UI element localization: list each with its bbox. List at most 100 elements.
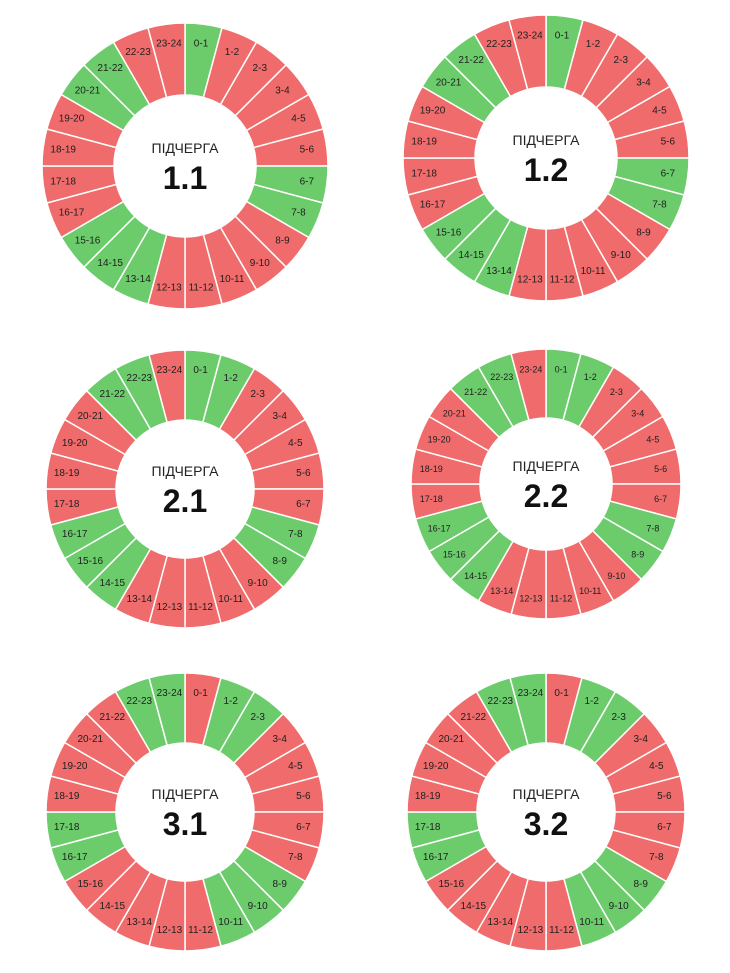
hour-label: 10-11 [579,917,604,928]
hour-label: 20-21 [77,411,103,422]
hour-label: 9-10 [609,901,629,912]
hour-label: 15-16 [77,556,103,567]
hour-label: 3-4 [633,734,648,745]
queue-caption: ПІДЧЕРГА [513,458,581,474]
hour-label: 23-24 [517,31,543,42]
hour-segment-23-24-power-on [509,672,547,747]
hour-label: 23-24 [157,688,183,699]
hour-label: 22-23 [127,696,153,707]
queue-wheel-2-2: 0-1 1-2 2-3 3-4 4-5 5-6 6-7 7-8 8-9 9-10 10-11 11-1… [410,348,682,620]
hour-label: 14-15 [100,578,126,589]
hour-label: 11-12 [550,594,572,604]
queue-number: 1.2 [524,152,568,188]
hour-segment-23-24-power-off [510,348,547,422]
queue-wheel-3-1: 0-1 1-2 2-3 3-4 4-5 5-6 6-7 7-8 8-9 9-10 10-11 11-1… [45,672,325,952]
hour-label: 15-16 [77,879,103,890]
hour-label: 11-12 [188,925,213,936]
queue-number: 2.2 [524,478,568,514]
queue-caption: ПІДЧЕРГА [513,132,581,148]
hour-label: 13-14 [488,917,514,928]
hour-label: 21-22 [464,387,487,397]
hour-label: 0-1 [193,688,208,699]
hour-label: 20-21 [443,409,466,419]
hour-label: 16-17 [420,200,446,211]
hour-label: 13-14 [127,594,153,605]
hour-label: 17-18 [50,177,76,188]
hour-label: 7-8 [649,852,664,863]
hour-label: 2-3 [253,63,268,74]
hour-label: 9-10 [250,258,270,269]
hour-label: 5-6 [296,791,311,802]
hour-label: 1-2 [223,373,238,384]
hour-label: 19-20 [62,761,88,772]
hour-label: 0-1 [554,688,569,699]
hour-label: 12-13 [517,274,543,285]
hour-label: 8-9 [272,556,287,567]
hour-label: 20-21 [436,78,462,89]
hour-label: 15-16 [443,549,466,559]
hour-label: 17-18 [54,499,80,510]
hour-label: 10-11 [218,917,243,928]
hour-label: 19-20 [62,438,88,449]
hour-label: 3-4 [272,411,287,422]
hour-label: 2-3 [610,387,623,397]
hour-label: 8-9 [631,549,644,559]
hour-label: 4-5 [652,105,667,116]
hour-label: 5-6 [657,791,672,802]
hour-segment-23-24-power-off [147,22,186,99]
hour-label: 22-23 [488,696,514,707]
queue-wheel-3-2: 0-1 1-2 2-3 3-4 4-5 5-6 6-7 7-8 8-9 9-10 10-11 11-1… [406,672,686,952]
hour-label: 15-16 [438,879,464,890]
hour-label: 0-1 [555,31,570,42]
hour-label: 21-22 [100,389,126,400]
hour-label: 16-17 [59,208,85,219]
hour-label: 1-2 [586,39,601,50]
hour-label: 18-19 [54,791,80,802]
hour-label: 23-24 [157,365,183,376]
hour-label: 7-8 [288,529,303,540]
hour-label: 6-7 [657,822,672,833]
hour-label: 7-8 [291,208,306,219]
hour-label: 19-20 [428,435,451,445]
hour-label: 4-5 [288,438,303,449]
hour-label: 9-10 [607,571,625,581]
hour-label: 7-8 [646,523,659,533]
hour-label: 9-10 [248,901,268,912]
hour-label: 1-2 [223,696,238,707]
hour-label: 18-19 [420,464,443,474]
hour-label: 12-13 [157,925,183,936]
hour-label: 20-21 [75,86,101,97]
hour-label: 14-15 [461,901,487,912]
hour-label: 13-14 [125,274,151,285]
hour-label: 22-23 [486,39,512,50]
hour-label: 12-13 [156,282,182,293]
hour-label: 6-7 [300,177,315,188]
hour-label: 2-3 [250,712,265,723]
hour-label: 15-16 [436,227,462,238]
hour-label: 2-3 [250,389,265,400]
hour-label: 13-14 [127,917,153,928]
hour-label: 6-7 [296,822,311,833]
hour-label: 9-10 [611,250,631,261]
hour-label: 6-7 [661,169,676,180]
hour-label: 23-24 [519,364,542,374]
hour-label: 4-5 [646,435,659,445]
hour-label: 16-17 [62,852,88,863]
hour-label: 13-14 [490,586,513,596]
hour-label: 1-2 [584,372,597,382]
hour-label: 11-12 [550,274,575,285]
hour-label: 17-18 [415,822,441,833]
hour-label: 5-6 [296,468,311,479]
hour-label: 12-13 [157,602,183,613]
hour-label: 5-6 [661,136,676,147]
hour-label: 20-21 [77,734,103,745]
hour-label: 18-19 [415,791,441,802]
hour-label: 14-15 [100,901,126,912]
hour-label: 11-12 [189,282,214,293]
hour-label: 21-22 [461,712,487,723]
hour-label: 10-11 [218,594,243,605]
hour-label: 7-8 [288,852,303,863]
hour-label: 13-14 [486,266,512,277]
hour-label: 21-22 [100,712,126,723]
hour-label: 4-5 [288,761,303,772]
